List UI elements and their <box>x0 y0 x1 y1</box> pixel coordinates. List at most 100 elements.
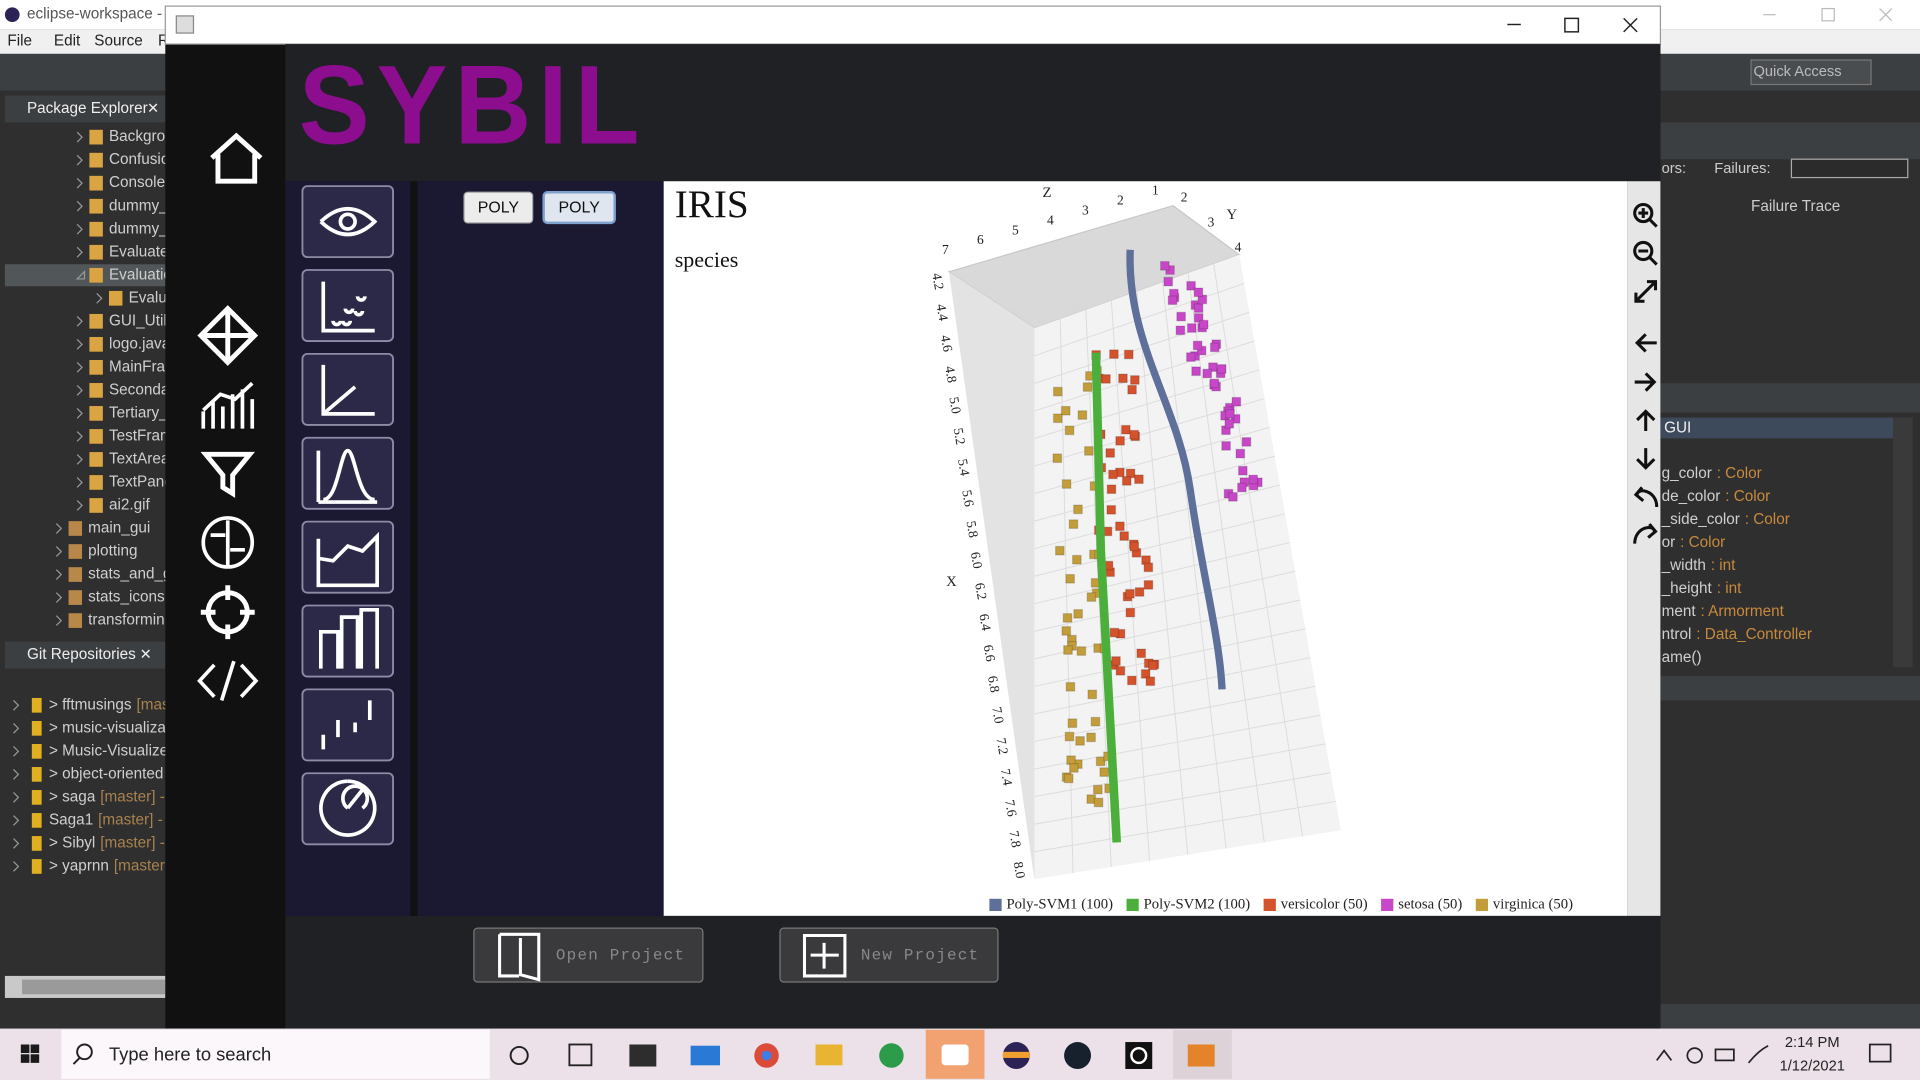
poly-button[interactable] <box>542 191 616 225</box>
tool-button[interactable] <box>301 604 394 678</box>
tree-label[interactable]: Console. <box>109 174 169 191</box>
eclipse-window-controls[interactable] <box>1763 7 1893 22</box>
repo-name[interactable]: Saga1 [master] - <box>49 811 163 828</box>
tree-label[interactable]: Confusio <box>109 151 169 168</box>
tree-expand[interactable] <box>76 223 83 235</box>
tree-expand[interactable] <box>76 315 83 327</box>
legend-label[interactable]: versicolor (50) <box>1281 896 1368 912</box>
tree-label[interactable]: logo.java <box>109 335 171 352</box>
pan-right[interactable] <box>1634 372 1657 392</box>
tree-label[interactable]: transformin <box>88 612 165 629</box>
menu-item[interactable]: Source <box>94 33 142 50</box>
tree-label[interactable]: dummy_ <box>109 220 168 237</box>
plot-tools[interactable] <box>1633 202 1659 544</box>
tree-expand[interactable] <box>55 615 63 626</box>
pan-left[interactable] <box>1634 333 1657 353</box>
tree-expand[interactable] <box>13 838 20 849</box>
outline-scrollbar[interactable] <box>1893 417 1913 668</box>
tree-expand[interactable] <box>76 431 83 442</box>
nav-icons[interactable] <box>197 132 263 701</box>
outline-item[interactable]: ment: Armorment <box>1662 603 1785 620</box>
tree-label[interactable]: stats_and_g <box>88 566 171 583</box>
repo-name[interactable]: > object-oriented <box>49 765 163 782</box>
tree-label[interactable]: GUI_Util. <box>109 312 171 329</box>
tree-label[interactable]: TextArea <box>109 450 170 467</box>
tree-collapse[interactable] <box>75 270 86 280</box>
tree-expand[interactable] <box>76 246 83 258</box>
filter-icon[interactable] <box>200 451 255 498</box>
outline-item[interactable]: _height: int <box>1661 580 1742 597</box>
taskbar-apps[interactable] <box>568 1029 1232 1079</box>
tree-expand[interactable] <box>55 523 63 534</box>
tree-label[interactable]: main_gui <box>88 520 150 537</box>
outline-item[interactable]: _width: int <box>1661 557 1737 574</box>
tree-expand[interactable] <box>76 200 83 212</box>
code-icon[interactable] <box>197 660 259 701</box>
tree-expand[interactable] <box>76 408 83 419</box>
outline-item[interactable]: g_color: Color <box>1662 465 1762 482</box>
repo-name[interactable]: > yaprnn [master <box>49 857 165 874</box>
start-button[interactable] <box>20 1044 40 1063</box>
tree-expand[interactable] <box>76 362 83 373</box>
tool-button[interactable] <box>301 520 394 594</box>
git-tab[interactable] <box>4 641 166 669</box>
open-project-button[interactable] <box>473 927 704 983</box>
home-icon[interactable] <box>210 132 263 184</box>
tree-label[interactable]: TextPane <box>109 473 173 490</box>
repo-name[interactable]: > Music-Visualize <box>49 742 168 759</box>
tree-expand[interactable] <box>76 500 83 511</box>
tree-expand[interactable] <box>76 338 83 350</box>
tree-expand[interactable] <box>96 292 103 304</box>
tree-expand[interactable] <box>76 385 83 396</box>
close-tab[interactable]: ✕ <box>147 101 159 117</box>
tree-expand[interactable] <box>76 454 83 465</box>
tree-label[interactable]: Backgro <box>109 128 165 145</box>
tree-label[interactable]: Tertiary_ <box>109 404 168 421</box>
repo-name[interactable]: > music-visualiza <box>49 719 166 736</box>
tree-expand[interactable] <box>13 769 20 780</box>
poly-button[interactable] <box>463 191 534 224</box>
zoom-out[interactable] <box>1633 240 1654 262</box>
tree-expand[interactable] <box>76 477 83 488</box>
chart-icon[interactable] <box>201 381 255 429</box>
undo[interactable] <box>1633 486 1659 508</box>
legend-label[interactable]: setosa (50) <box>1398 896 1462 912</box>
tree-label[interactable]: Evalu <box>129 289 167 306</box>
legend-label[interactable]: virginica (50) <box>1493 896 1573 912</box>
outline-item[interactable]: _side_color: Color <box>1661 511 1790 528</box>
scroll-thumb[interactable] <box>22 979 166 995</box>
repo-name[interactable]: > fftmusings [mas <box>49 696 170 713</box>
tree-expand[interactable] <box>13 815 20 826</box>
redo[interactable] <box>1633 523 1658 544</box>
zoom-in[interactable] <box>1633 202 1654 224</box>
tray-icons[interactable] <box>1656 1043 1892 1064</box>
tree-label[interactable]: stats_icons <box>88 589 165 606</box>
new-project-button[interactable] <box>779 927 999 983</box>
tool-button[interactable] <box>301 436 394 510</box>
tree-label[interactable]: MainFran <box>109 358 174 375</box>
legend-label[interactable]: Poly-SVM2 (100) <box>1144 896 1251 912</box>
tree-expand[interactable] <box>76 131 83 143</box>
tree-label[interactable]: Evaluatio <box>109 266 172 283</box>
tree-label[interactable]: plotting <box>88 543 137 560</box>
tree-expand[interactable] <box>13 792 20 803</box>
fit[interactable] <box>1634 280 1658 303</box>
shape-icon[interactable] <box>197 305 259 366</box>
outline-item[interactable]: ntrol: Data_Controller <box>1662 626 1812 643</box>
app-window-controls[interactable] <box>1507 17 1638 33</box>
tree-label[interactable]: Seconda <box>109 381 170 398</box>
repo-name[interactable]: > Sibyl [master] - <box>49 834 165 851</box>
tree-expand[interactable] <box>13 746 20 757</box>
outline-item[interactable]: de_color: Color <box>1662 488 1771 505</box>
quick-access[interactable] <box>1750 59 1872 86</box>
tree-label[interactable]: TestFram <box>109 427 173 444</box>
pan-down[interactable] <box>1636 448 1656 470</box>
outline-item[interactable]: ame() <box>1662 649 1702 666</box>
menu-item[interactable]: File <box>7 33 32 50</box>
legend-label[interactable]: Poly-SVM1 (100) <box>1007 896 1114 912</box>
tree-expand[interactable] <box>76 154 83 166</box>
tree-label[interactable]: Evaluate <box>109 243 169 260</box>
menu-item[interactable]: Edit <box>54 33 81 50</box>
tree-expand[interactable] <box>55 546 63 557</box>
tool-button[interactable] <box>301 185 394 259</box>
